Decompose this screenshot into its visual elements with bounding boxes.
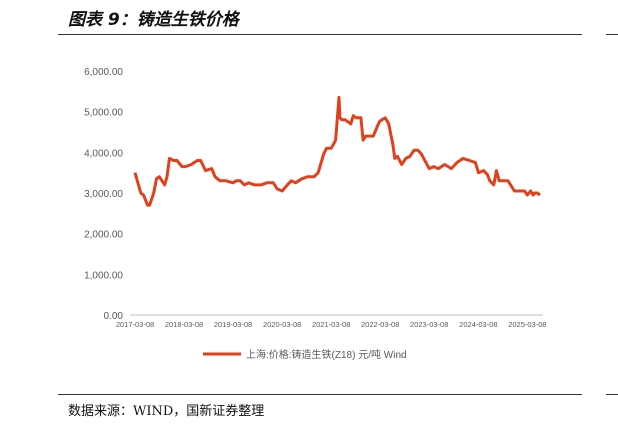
x-tick-label: 2024-03-08 (459, 320, 497, 329)
figure-title: 图表 9：铸造生铁价格 (68, 10, 239, 30)
legend: 上海:价格:铸造生铁(Z18) 元/吨 Wind (203, 348, 407, 361)
y-tick-label: 2,000.00 (84, 230, 123, 241)
x-tick-label: 2025-03-08 (508, 320, 546, 329)
x-tick-label: 2022-03-08 (361, 320, 399, 329)
x-tick-label: 2023-03-08 (410, 320, 448, 329)
y-tick-label: 5,000.00 (84, 108, 123, 119)
x-tick-label: 2019-03-08 (214, 320, 252, 329)
y-tick-label: 0.00 (104, 311, 124, 322)
y-tick-label: 4,000.00 (84, 148, 123, 159)
x-tick-label: 2017-03-08 (116, 320, 154, 329)
y-tick-labels: 0.00 1,000.00 2,000.00 3,000.00 4,000.00 5,00… (84, 67, 123, 322)
x-tick-label: 2021-03-08 (312, 320, 350, 329)
source-rule-right (606, 394, 618, 395)
x-tick-label: 2020-03-08 (263, 320, 301, 329)
data-source: 数据来源：WIND，国新证券整理 (68, 404, 265, 419)
legend-label: 上海:价格:铸造生铁(Z18) 元/吨 Wind (246, 348, 407, 361)
title-rule-right (606, 34, 618, 35)
series-line (133, 95, 541, 207)
x-tick-label: 2018-03-08 (165, 320, 203, 329)
title-rule (58, 34, 582, 35)
source-rule (58, 394, 582, 395)
x-tick-labels: 2017-03-08 2018-03-08 2019-03-08 2020-03-08… (116, 320, 547, 329)
y-tick-label: 1,000.00 (84, 270, 123, 281)
y-tick-label: 3,000.00 (84, 189, 123, 200)
y-tick-label: 6,000.00 (84, 67, 123, 78)
